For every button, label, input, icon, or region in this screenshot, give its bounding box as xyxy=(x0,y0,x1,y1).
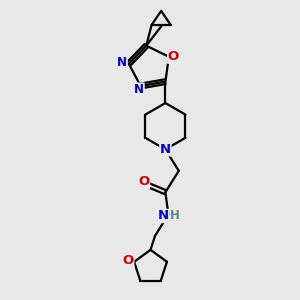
Text: N: N xyxy=(160,143,171,156)
Text: O: O xyxy=(138,175,150,188)
Text: H: H xyxy=(170,209,180,223)
Text: N: N xyxy=(117,56,127,69)
Text: O: O xyxy=(168,50,179,63)
Text: N: N xyxy=(158,209,169,223)
Text: N: N xyxy=(134,83,144,96)
Text: O: O xyxy=(123,254,134,267)
